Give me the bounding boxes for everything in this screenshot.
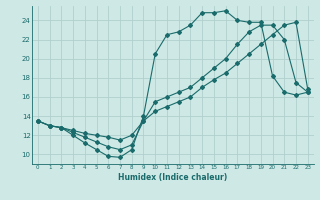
X-axis label: Humidex (Indice chaleur): Humidex (Indice chaleur)	[118, 173, 228, 182]
